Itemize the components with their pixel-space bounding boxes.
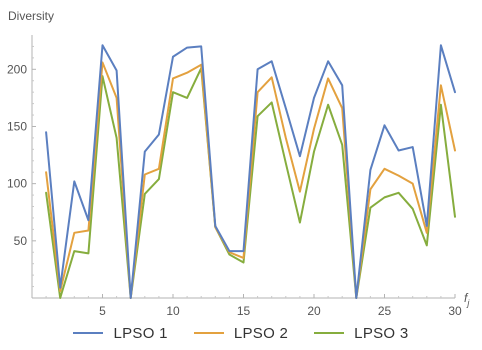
legend-label: LPSO 3 (354, 324, 409, 342)
legend-item-1: LPSO 1 (73, 324, 168, 342)
y-tick-label: 50 (14, 234, 28, 248)
series-line-3 (45, 67, 456, 299)
x-tick-label: 30 (448, 304, 462, 318)
series-line-2 (45, 61, 456, 299)
legend-swatch (193, 332, 224, 334)
x-tick-label: 20 (307, 304, 321, 318)
legend-item-2: LPSO 2 (193, 324, 289, 342)
legend-label: LPSO 1 (113, 324, 168, 342)
legend: LPSO 1 LPSO 2 LPSO 3 (0, 322, 482, 344)
series-line-1 (45, 44, 456, 299)
x-tick-label: 25 (378, 304, 392, 318)
axes: 50 100 150 200 5 10 15 20 25 30 (7, 35, 462, 318)
x-tick-label: 15 (237, 304, 251, 318)
y-tick-label: 200 (7, 62, 27, 76)
legend-swatch (314, 332, 345, 334)
x-tick-label: 5 (99, 304, 106, 318)
y-axis-title: Diversity (8, 9, 54, 23)
y-tick-label: 100 (7, 177, 27, 191)
y-tick-label: 150 (7, 119, 27, 133)
x-axis-title-main: f (464, 291, 469, 305)
x-axis-title: fj (464, 291, 470, 308)
x-axis-title-subscript: j (466, 298, 470, 308)
legend-swatch (73, 332, 104, 334)
x-tick-label: 10 (166, 304, 180, 318)
legend-item-3: LPSO 3 (314, 325, 408, 342)
legend-label: LPSO 2 (233, 324, 289, 342)
series-layer (45, 44, 456, 299)
